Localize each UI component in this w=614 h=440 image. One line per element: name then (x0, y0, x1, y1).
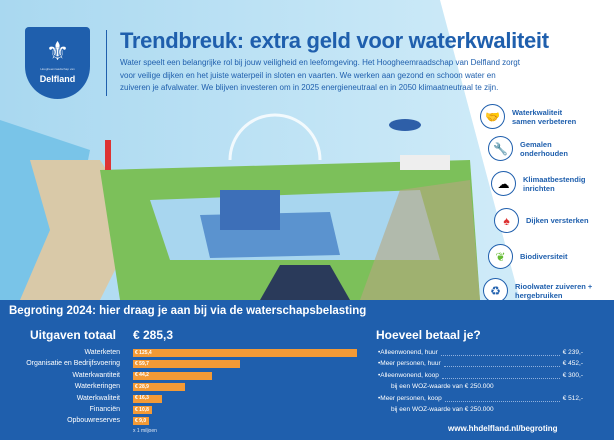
bar (133, 394, 163, 403)
bar-row: Waterkeringen € 28,9 (0, 382, 360, 393)
goal-gemalen: 🔧 Gemalen onderhouden (488, 136, 575, 161)
bar-value-label: € 16,3 (135, 395, 149, 402)
payment-row: • Alleenwonend, koop € 300,- (378, 372, 583, 379)
website-link[interactable]: www.hhdelfland.nl/begroting (448, 424, 558, 433)
bar-label: Financiën (89, 406, 120, 413)
delfland-logo: ⚜ Hoogheemraadschap van Delfland (25, 27, 90, 99)
goal-dijken: ♠ Dijken versterken (494, 208, 589, 233)
bar-label: Opbouwreserves (67, 417, 120, 425)
logo-name: Delfland (39, 74, 76, 84)
page-title: Trendbreuk: extra geld voor waterkwalite… (120, 28, 549, 53)
bar-row: Opbouwreserves € 9,0 (0, 416, 360, 427)
logo-subtitle: Hoogheemraadschap van (40, 67, 75, 71)
bar-row: Waterkwaliteit € 16,3 (0, 394, 360, 405)
goal-biodiversiteit: ❦ Biodiversiteit (488, 244, 568, 269)
budget-panel (0, 300, 614, 440)
bar-label: Waterkwantiteit (72, 371, 120, 379)
bar (133, 383, 185, 392)
spend-total: € 285,3 (133, 328, 174, 342)
payment-note: bij een WOZ-waarde van € 250.000 (391, 383, 494, 390)
handshake-icon: 🤝 (480, 104, 505, 129)
bar (133, 406, 153, 414)
payment-row: • Meer personen, koop € 512,- (378, 395, 583, 402)
bar-row: Waterketen € 125,4 (0, 348, 360, 359)
bar-value-label: € 10,8 (135, 406, 149, 413)
intro-text: Water speelt een belangrijke rol bij jou… (120, 58, 520, 92)
goal-klimaat: ☁ Klimaatbestendig inrichten (491, 171, 593, 196)
chart-unit: x 1 miljoen (133, 428, 157, 434)
bar-value-label: € 59,7 (135, 360, 149, 367)
shovel-icon: ♠ (494, 208, 519, 233)
bar (133, 360, 240, 369)
payment-title: Hoeveel betaal je? (376, 328, 481, 342)
goal-waterkwaliteit: 🤝 Waterkwaliteit samen verbeteren (480, 104, 582, 129)
bar-value-label: € 44,2 (135, 372, 149, 379)
recycle-water-icon: ♻ (483, 278, 508, 303)
bar-row: Organisatie en Bedrijfsvoering € 59,7 (0, 359, 360, 370)
goal-rioolwater: ♻ Rioolwater zuiveren + hergebruiken (483, 278, 600, 303)
bar-label: Organisatie en Bedrijfsvoering (26, 360, 120, 368)
bar-row: Waterkwantiteit € 44,2 (0, 371, 360, 382)
header-divider (106, 30, 107, 96)
payment-row: • Meer personen, huur € 452,- (378, 360, 583, 367)
payment-note: bij een WOZ-waarde van € 250.000 (391, 406, 494, 413)
tools-icon: 🔧 (488, 136, 513, 161)
bar-label: Waterkeringen (74, 383, 120, 391)
bar-label: Waterketen (84, 349, 120, 356)
bee-leaf-icon: ❦ (488, 244, 513, 269)
spend-title: Uitgaven totaal (30, 328, 117, 342)
budget-title: Begroting 2024: hier draag je aan bij vi… (9, 305, 367, 317)
bar-value-label: € 9,0 (135, 417, 147, 424)
crest-icon: ⚜ (45, 36, 70, 66)
bar-value-label: € 28,9 (135, 383, 149, 390)
bar-row: Financiën € 10,8 (0, 405, 360, 416)
bar (133, 371, 212, 380)
bar (133, 349, 357, 357)
bar-value-label: € 125,4 (135, 349, 152, 356)
rain-cloud-icon: ☁ (491, 171, 516, 196)
bar (133, 417, 150, 426)
payment-row: • Alleenwonend, huur € 239,- (378, 349, 583, 356)
bar-label: Waterkwaliteit (76, 394, 120, 402)
